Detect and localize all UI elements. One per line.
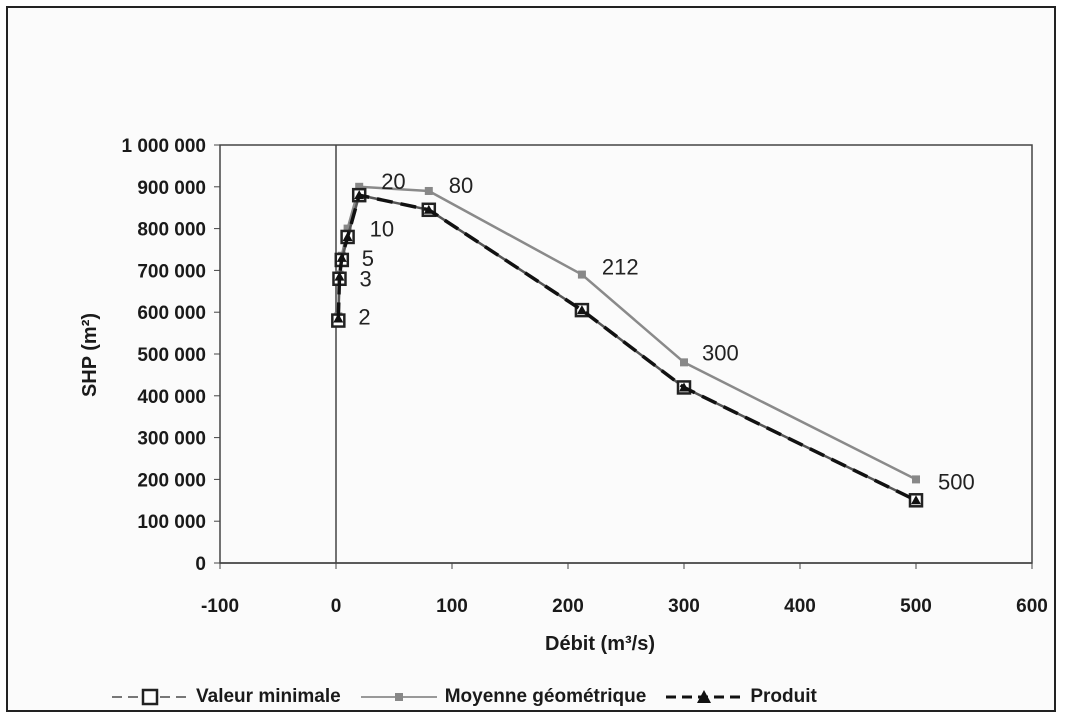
y-tick-label: 1 000 000 — [121, 136, 206, 157]
marker-triangle — [333, 313, 344, 323]
marker-small-square — [355, 182, 364, 191]
point-labels: 2 35 10 20 80 212 300 500 — [358, 169, 974, 495]
marker-triangle — [334, 271, 345, 281]
chart-frame — [6, 6, 1056, 712]
legend-swatch-minimale — [112, 688, 188, 706]
y-tick-label: 500 000 — [137, 345, 206, 366]
series-line-0 — [337, 193, 917, 502]
x-tick-labels: -100 0 100 200 300 400 500 600 — [201, 563, 1048, 617]
legend-label-moyenne: Moyenne géométrique — [444, 686, 647, 707]
x-tick-label: 400 — [784, 596, 816, 617]
y-tick-label: 400 000 — [137, 387, 206, 408]
legend-item-produit: Produit — [664, 686, 817, 708]
series-group — [331, 182, 924, 508]
legend-swatch-moyenne — [360, 693, 437, 701]
y-tick-label: 0 — [195, 554, 206, 575]
legend-swatch-produit — [666, 690, 743, 703]
marker-triangle — [576, 305, 587, 315]
x-tick-label: 0 — [331, 596, 342, 617]
marker-small-square — [912, 475, 920, 484]
y-axis-title: SHP (m²) — [79, 313, 101, 397]
series-line-1 — [337, 185, 917, 481]
y-tick-label: 600 000 — [137, 303, 206, 324]
data-point-label: 10 — [370, 217, 394, 242]
x-tick-label: 500 — [900, 596, 932, 617]
data-point-label: 300 — [702, 340, 739, 365]
y-tick-label: 700 000 — [137, 261, 206, 282]
marker-small-square — [577, 270, 586, 279]
y-tick-labels: 0 100 000 200 000 300 000 400 000 500 000 600 … — [121, 136, 220, 575]
marker-triangle — [336, 252, 347, 262]
legend-item-minimale: Valeur minimale — [110, 686, 341, 708]
marker-triangle — [911, 495, 921, 505]
legend-label-minimale: Valeur minimale — [196, 686, 341, 707]
y-tick-label: 800 000 — [137, 220, 206, 241]
x-tick-label: -100 — [201, 596, 239, 617]
data-point-label: 3 — [359, 267, 371, 292]
series-line-2 — [336, 193, 917, 502]
legend-label-produit: Produit — [750, 686, 817, 707]
data-point-label: 500 — [938, 469, 975, 494]
x-tick-label: 300 — [668, 596, 700, 617]
y-tick-label: 900 000 — [137, 178, 206, 199]
data-point-label: 2 — [358, 304, 370, 329]
marker-triangle — [354, 190, 365, 200]
data-point-label: 5 — [362, 246, 374, 271]
y-tick-label: 200 000 — [137, 470, 206, 491]
marker-triangle — [423, 204, 434, 214]
marker-triangle — [679, 382, 689, 392]
data-point-label: 212 — [602, 255, 639, 280]
legend: Valeur minimale Moyenne géométrique Prod… — [110, 683, 990, 711]
marker-small-square — [424, 186, 433, 195]
legend-item-moyenne: Moyenne géométrique — [359, 686, 647, 708]
data-point-label: 20 — [381, 169, 405, 194]
x-tick-label: 200 — [552, 596, 584, 617]
data-point-label: 80 — [449, 173, 473, 198]
x-axis-title: Débit (m³/s) — [545, 633, 655, 655]
x-tick-label: 600 — [1016, 596, 1048, 617]
y-tick-label: 100 000 — [137, 512, 206, 533]
x-tick-label: 100 — [436, 596, 468, 617]
y-tick-label: 300 000 — [137, 429, 206, 450]
marker-triangle — [342, 231, 353, 241]
marker-small-square — [680, 358, 688, 367]
marker-small-square — [343, 224, 352, 233]
